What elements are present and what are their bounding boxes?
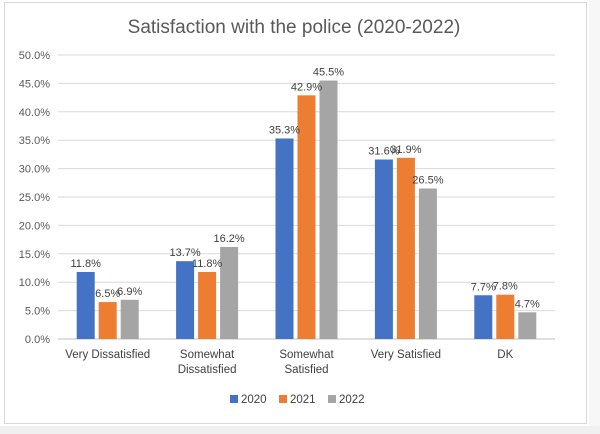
bar-2020-4	[474, 295, 493, 339]
y-tick-label: 10.0%	[19, 277, 50, 289]
bar-2022-4	[518, 312, 537, 339]
data-label: 13.7%	[169, 247, 200, 259]
data-label: 11.8%	[71, 258, 102, 270]
data-label: 45.5%	[313, 67, 344, 79]
bar-2021-1	[198, 271, 217, 339]
bar-2021-2	[297, 95, 316, 339]
legend-swatch	[230, 395, 238, 403]
bar-2020-3	[374, 159, 393, 339]
category-label: Dissatisfied	[178, 364, 237, 376]
data-label: 6.9%	[117, 286, 142, 298]
bar-2021-3	[396, 157, 415, 339]
y-tick-label: 40.0%	[19, 107, 50, 119]
data-label: 42.9%	[291, 81, 322, 93]
data-label: 4.7%	[515, 298, 540, 310]
data-label: 31.6%	[368, 146, 399, 158]
bar-2021-4	[496, 294, 515, 339]
legend-label: 2022	[339, 394, 365, 406]
data-label: 7.8%	[493, 281, 518, 293]
y-tick-label: 50.0%	[19, 50, 50, 62]
y-tick-label: 25.0%	[19, 192, 50, 204]
category-label: Satisfied	[284, 364, 328, 376]
legend-swatch	[279, 395, 287, 403]
y-axis-ticks: 0.0% 5.0% 10.0% 15.0% 20.0% 25.0% 30.0% 35.0% 40…	[19, 50, 50, 346]
data-label: 35.3%	[269, 124, 300, 136]
data-label: 26.5%	[412, 174, 443, 186]
bar-2020-0	[76, 271, 95, 339]
category-label: Very Satisfied	[371, 349, 441, 361]
data-label: 7.7%	[471, 281, 496, 293]
bars	[76, 80, 537, 339]
legend-swatch	[328, 395, 336, 403]
data-label: 16.2%	[213, 233, 244, 245]
bar-2021-0	[98, 302, 117, 339]
window-edge	[589, 0, 600, 434]
category-label: Somewhat	[180, 349, 235, 361]
bar-2022-2	[319, 80, 338, 339]
y-tick-label: 20.0%	[19, 220, 50, 232]
legend-label: 2021	[290, 394, 316, 406]
y-tick-label: 15.0%	[19, 249, 50, 261]
y-tick-label: 35.0%	[19, 135, 50, 147]
chart-title: Satisfaction with the police (2020-2022)	[128, 17, 461, 38]
data-label: 31.9%	[390, 144, 421, 156]
bar-2022-1	[220, 246, 239, 339]
data-label: 11.8%	[192, 258, 223, 270]
bar-2022-3	[418, 188, 437, 339]
bar-2020-2	[275, 138, 294, 339]
y-tick-label: 45.0%	[19, 78, 50, 90]
category-labels: Very Dissatisfied Somewhat Dissatisfied Som…	[65, 349, 513, 376]
chart-frame	[4, 2, 587, 424]
category-label: Somewhat	[279, 349, 334, 361]
window-bottom-edge	[0, 426, 600, 434]
data-labels: 11.8%6.5%6.9%13.7%11.8%16.2%35.3%42.9%45…	[71, 67, 541, 311]
legend: 2020 2021 2022	[230, 394, 365, 406]
bar-2022-0	[120, 299, 139, 339]
y-tick-label: 30.0%	[19, 164, 50, 176]
category-label: Very Dissatisfied	[65, 349, 150, 361]
legend-label: 2020	[241, 394, 267, 406]
y-tick-label: 5.0%	[25, 306, 50, 318]
data-label: 6.5%	[95, 288, 120, 300]
category-label: DK	[497, 349, 513, 361]
y-tick-label: 0.0%	[25, 334, 50, 346]
bar-2020-1	[176, 261, 195, 339]
